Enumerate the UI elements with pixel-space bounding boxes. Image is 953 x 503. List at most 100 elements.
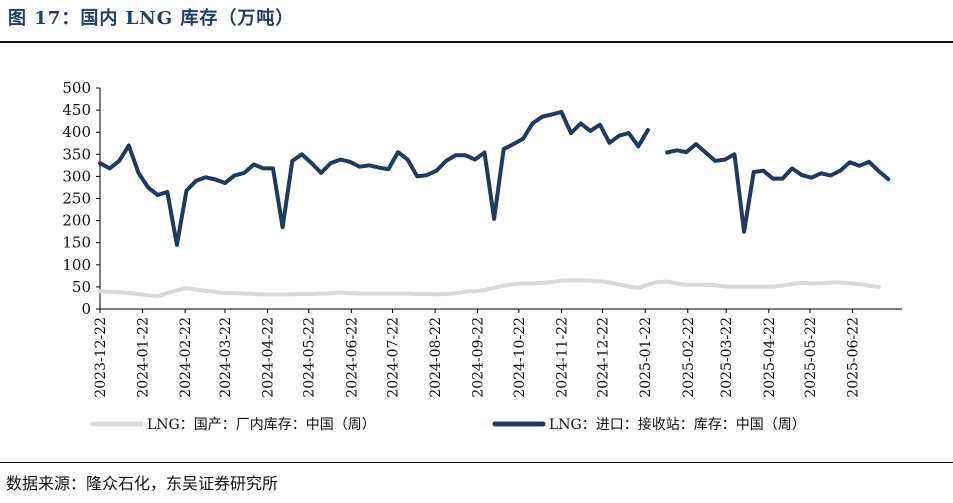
y-tick-label: 400 (62, 123, 91, 141)
x-tick-label: 2025-01-22 (638, 317, 654, 398)
data-point (99, 290, 101, 293)
y-tick-label: 450 (62, 101, 91, 119)
data-point (858, 165, 861, 167)
y-tick-label: 100 (62, 256, 91, 274)
data-point (762, 285, 765, 288)
series-line (98, 109, 650, 247)
data-point (666, 280, 668, 283)
data-point (849, 282, 851, 285)
data-point (656, 281, 659, 283)
data-point (849, 161, 851, 164)
data-point (868, 284, 870, 287)
data-point (570, 132, 572, 134)
x-tick-label: 2023-12-22 (93, 317, 109, 398)
data-point (281, 293, 284, 296)
x-tick-label: 2024-10-22 (512, 317, 528, 398)
data-point (483, 289, 486, 291)
series-layer (98, 109, 891, 299)
data-point (512, 283, 515, 286)
y-tick-label: 350 (62, 145, 91, 163)
data-point (310, 162, 313, 164)
data-point (128, 144, 130, 147)
y-tick-label: 50 (72, 278, 91, 296)
data-point (387, 292, 390, 295)
data-point (464, 291, 467, 293)
data-point (608, 142, 611, 144)
data-point (320, 292, 322, 295)
data-point (743, 230, 745, 233)
data-point (608, 281, 611, 284)
data-point (387, 168, 390, 171)
data-point (156, 295, 159, 298)
top-rule (0, 41, 953, 43)
data-point (589, 279, 592, 282)
data-point (695, 143, 697, 145)
data-point (791, 283, 793, 286)
data-point (858, 283, 861, 286)
data-point (839, 281, 841, 284)
data-point (243, 292, 245, 295)
data-point (877, 170, 880, 172)
y-tick-label: 0 (81, 300, 91, 318)
x-tick-label: 2024-09-22 (471, 317, 487, 398)
data-point (339, 291, 342, 294)
data-point (676, 149, 678, 152)
data-point (772, 285, 774, 288)
chart-title: 图 17：国内 LNG 库存（万吨） (8, 8, 295, 29)
data-point (551, 113, 553, 116)
data-point (579, 122, 582, 125)
data-point (522, 282, 524, 285)
data-point (339, 158, 342, 161)
data-point (301, 293, 303, 295)
data-point (329, 292, 332, 295)
data-point (262, 167, 265, 170)
data-point (272, 293, 274, 296)
data-point (454, 292, 457, 294)
data-point (128, 292, 130, 294)
data-point (801, 174, 803, 176)
data-point (791, 167, 793, 170)
data-point (541, 282, 543, 284)
data-point (666, 151, 668, 154)
data-point (781, 284, 784, 287)
data-point (474, 158, 476, 161)
data-point (224, 182, 226, 184)
data-point (704, 151, 707, 154)
bottom-rule (0, 462, 953, 463)
data-point (426, 174, 428, 176)
data-point (426, 293, 428, 295)
data-point (147, 294, 149, 297)
x-tick-label: 2025-04-22 (762, 317, 778, 398)
y-tick-label: 150 (62, 234, 91, 252)
data-point (349, 292, 351, 294)
data-point (108, 167, 111, 170)
data-point (435, 169, 438, 172)
data-point (599, 123, 601, 126)
data-point (204, 290, 207, 292)
data-point (147, 186, 149, 189)
data-point (829, 281, 832, 284)
x-tick-label: 2025-03-22 (719, 317, 735, 398)
data-point (647, 283, 649, 286)
data-point (752, 286, 755, 288)
data-point (445, 160, 447, 162)
x-axis: 2023-12-22 2024-01-22 2024-02-22 2024-03-22… (93, 308, 902, 398)
data-point (493, 218, 495, 220)
data-point (512, 143, 515, 145)
data-point (397, 151, 399, 153)
data-point (676, 282, 678, 285)
data-point (733, 286, 736, 288)
data-point (541, 115, 543, 118)
x-tick-label: 2024-08-22 (428, 317, 444, 398)
data-point (637, 145, 640, 148)
x-tick-label: 2025-02-22 (681, 317, 697, 398)
data-point (801, 282, 803, 284)
data-point (502, 148, 505, 150)
data-point (397, 292, 399, 295)
data-point (406, 158, 409, 161)
data-point (291, 293, 294, 296)
data-point (493, 287, 495, 289)
series-1 (98, 109, 891, 247)
data-point (474, 290, 476, 293)
data-point (627, 132, 630, 134)
